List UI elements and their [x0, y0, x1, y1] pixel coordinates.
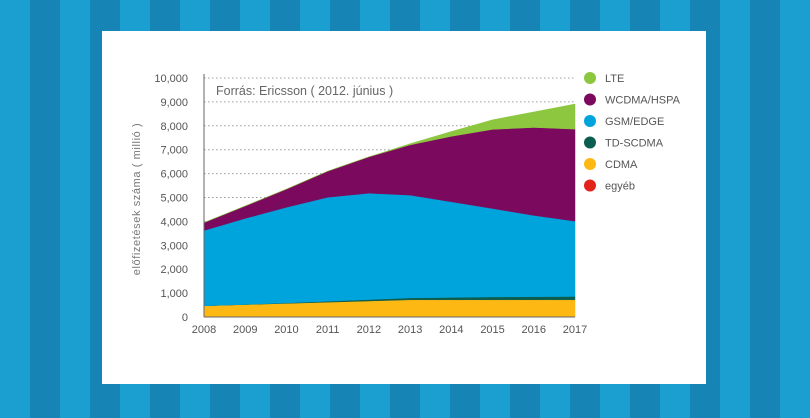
- y-tick-label: 2,000: [160, 264, 188, 276]
- x-tick-label: 2017: [563, 324, 587, 336]
- legend-item-td-scdma: TD-SCDMA: [584, 136, 664, 150]
- x-tick-label: 2008: [192, 324, 216, 336]
- y-tick-label: 8,000: [160, 121, 188, 133]
- legend-label: CDMA: [605, 159, 638, 171]
- y-tick-label: 9,000: [160, 97, 188, 109]
- y-tick-label: 1,000: [160, 288, 188, 300]
- chart-card: 0 1,000 2,000 3,000 4,000 5,000 6,000 7,000 8,00…: [102, 31, 706, 384]
- y-tick-label: 0: [182, 312, 188, 324]
- x-tick-label: 2011: [316, 324, 340, 336]
- x-tick-label: 2015: [480, 324, 504, 336]
- legend-label: WCDMA/HSPA: [605, 95, 681, 107]
- legend-item-lte: LTE: [584, 72, 624, 85]
- source-note: Forrás: Ericsson ( 2012. június ): [216, 84, 393, 98]
- series-area-lte: [203, 103, 576, 223]
- legend-swatch: [584, 72, 596, 84]
- y-tick-label: 6,000: [160, 169, 188, 181]
- y-tick-label: 7,000: [160, 145, 188, 157]
- x-tick-label: 2009: [233, 324, 257, 336]
- legend-label: LTE: [605, 73, 624, 85]
- legend-item-egy-b: egyéb: [584, 179, 635, 193]
- legend-label: egyéb: [605, 181, 635, 193]
- legend-item-cdma: CDMA: [584, 158, 638, 171]
- x-tick-label: 2014: [439, 324, 463, 336]
- legend-swatch: [584, 158, 596, 170]
- legend-label: GSM/EDGE: [605, 116, 664, 128]
- x-tick-label: 2010: [274, 324, 298, 336]
- legend-item-wcdma-hspa: WCDMA/HSPA: [584, 93, 681, 107]
- legend-swatch: [584, 136, 596, 149]
- y-tick-label: 10,000: [154, 73, 188, 85]
- y-tick-label: 3,000: [160, 240, 188, 252]
- area-chart: 0 1,000 2,000 3,000 4,000 5,000 6,000 7,000 8,00…: [131, 72, 681, 336]
- x-tick-label: 2012: [357, 324, 381, 336]
- legend-label: TD-SCDMA: [605, 138, 664, 150]
- y-axis-label: előfizetések száma ( millió ): [131, 123, 143, 276]
- x-tick-label: 2013: [398, 324, 422, 336]
- legend-swatch: [584, 179, 596, 192]
- x-tick-label: 2016: [522, 324, 546, 336]
- legend-swatch: [584, 115, 596, 127]
- legend-item-gsm-edge: GSM/EDGE: [584, 115, 664, 128]
- y-tick-label: 4,000: [160, 216, 188, 228]
- y-tick-label: 5,000: [160, 193, 188, 205]
- legend-swatch: [584, 93, 596, 106]
